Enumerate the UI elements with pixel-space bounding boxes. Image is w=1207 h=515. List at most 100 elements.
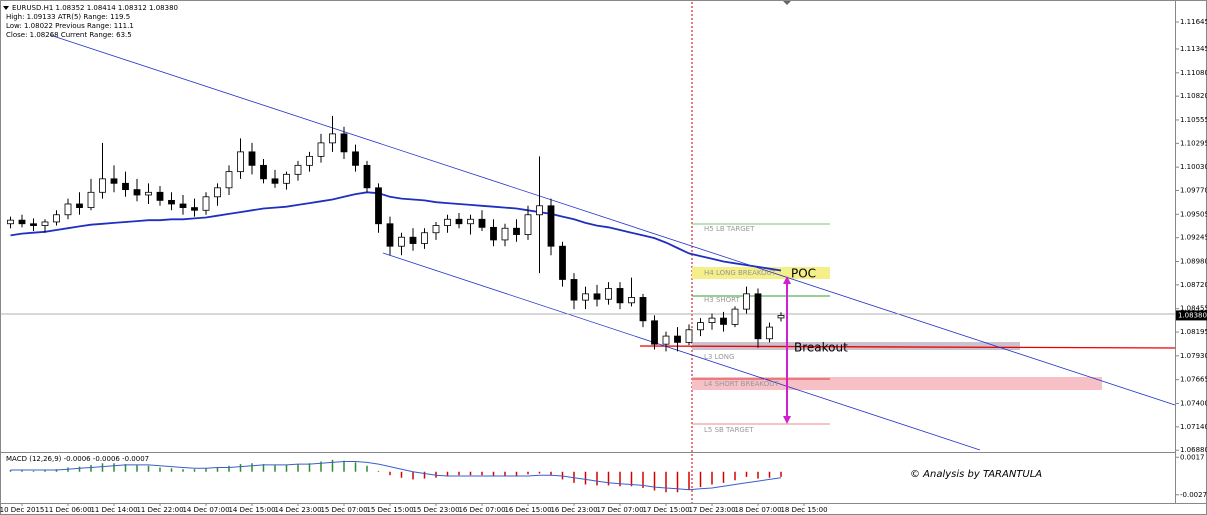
candle-body [559, 245, 566, 280]
level-label: H5 LB TARGET [704, 225, 755, 233]
candle-body [478, 218, 486, 228]
y-tick-label: 1.11345 [1180, 45, 1207, 53]
credit: © Analysis by TARANTULA [910, 469, 1042, 480]
candle-body [524, 214, 532, 235]
x-tick-label: 15 Dec 07:00 [320, 506, 367, 514]
x-tick-label: 18 Dec 07:00 [734, 506, 781, 514]
poc-label: POC [791, 267, 816, 281]
y-tick-label: 1.11645 [1180, 18, 1207, 26]
candle-body [363, 164, 371, 189]
y-tick-label: 1.07930 [1180, 352, 1207, 360]
x-tick-label: 14 Dec 07:00 [182, 506, 229, 514]
x-tick-label: 14 Dec 23:00 [274, 506, 321, 514]
candle-body [628, 297, 635, 304]
x-tick-label: 16 Dec 23:00 [550, 506, 597, 514]
candle-body [87, 191, 95, 208]
candle-body [720, 317, 727, 325]
x-tick-label: 17 Dec 15:00 [642, 506, 689, 514]
candle-body [685, 329, 693, 343]
candle-body [30, 223, 37, 226]
candle-body [455, 218, 463, 225]
info-line: EURUSD.H1 1.08352 1.08414 1.08312 1.0838… [12, 4, 178, 12]
candle-body [41, 221, 49, 226]
candle-body [133, 189, 141, 196]
candle-body [766, 326, 773, 340]
candle-body [283, 173, 290, 184]
candle-body [191, 207, 198, 211]
candle-body [582, 293, 589, 301]
y-tick-label: 1.08720 [1180, 281, 1207, 289]
l3-band [692, 342, 1020, 350]
candle-body [64, 203, 72, 216]
candle-body [605, 288, 612, 300]
candle-body [340, 133, 348, 153]
candle-body [409, 236, 417, 244]
y-tick-label: 1.09245 [1180, 234, 1207, 242]
x-tick-label: 17 Dec 07:00 [596, 506, 643, 514]
info-line: Close: 1.08268 Current Range: 63.5 [6, 31, 132, 39]
macd-tick-label: 0.0017 [1180, 453, 1205, 461]
candle-body [501, 227, 509, 241]
x-tick-label: 11 Dec 06:00 [44, 506, 91, 514]
info-line: High: 1.09133 ATR(5) Range: 119.5 [6, 13, 130, 21]
candle-body [99, 178, 106, 193]
candle-body [444, 218, 451, 226]
x-tick-label: 15 Dec 15:00 [366, 506, 413, 514]
channel-upper [49, 34, 1176, 406]
x-tick-label: 15 Dec 23:00 [412, 506, 459, 514]
candle-body [375, 187, 382, 225]
annotations: H5 LB TARGET H4 LONG BREAKOUT H3 SHORT L… [0, 1, 1176, 503]
breakout-label: Breakout [794, 341, 848, 355]
candle-body [156, 191, 164, 201]
candle-body [202, 196, 210, 211]
macd-signal [10, 461, 782, 491]
candle-body [593, 293, 601, 300]
y-tick-label: 1.08980 [1180, 257, 1207, 265]
candle-body [248, 151, 256, 166]
candle-body [168, 199, 175, 205]
x-tick-label: 16 Dec 15:00 [504, 506, 551, 514]
candle-body [179, 203, 187, 208]
candle-body [616, 288, 624, 304]
macd-tick-label: -0.0027 [1180, 491, 1207, 499]
candle-body [651, 320, 658, 345]
macd-label: MACD (12,26,9) -0.0006 -0.0006 -0.0007 [6, 455, 149, 463]
current-price-label: 1.08380 [1178, 311, 1207, 319]
candle-body [18, 219, 26, 225]
candle-body [639, 297, 647, 322]
candle-body [294, 164, 302, 175]
candle-body [271, 178, 279, 184]
candle-body [467, 218, 474, 225]
level-label: H3 SHORT [704, 296, 741, 304]
candle-body [352, 151, 359, 166]
y-tick-label: 1.10555 [1180, 116, 1207, 124]
y-tick-label: 1.07665 [1180, 376, 1207, 384]
shift-marker [783, 1, 791, 5]
y-tick-label: 1.06880 [1180, 446, 1207, 454]
moving-average [10, 191, 782, 272]
candle-body [53, 214, 60, 223]
level-label: H4 LONG BREAKOUT [704, 269, 777, 277]
x-tick-label: 14 Dec 15:00 [228, 506, 275, 514]
info-line: Low: 1.08022 Previous Range: 111.1 [6, 22, 134, 30]
candle-body [547, 205, 555, 247]
candle-body [708, 317, 716, 324]
y-tick-label: 1.07400 [1180, 399, 1207, 407]
candle-body [662, 335, 670, 345]
x-tick-label: 11 Dec 22:00 [136, 506, 183, 514]
level-label: L5 SB TARGET [704, 426, 754, 434]
candle-body [731, 308, 739, 325]
candle-body [110, 178, 118, 184]
candle-body [317, 142, 325, 157]
candle-body [225, 171, 233, 189]
x-tick-label: 10 Dec 2015 [0, 506, 44, 514]
current-price-box [1176, 310, 1207, 321]
l4-band [692, 377, 1102, 390]
overlay: POC Breakout © Analysis by TARANTULA EUR… [0, 0, 1207, 504]
candle-body [306, 155, 313, 166]
h4-band [692, 267, 830, 279]
candle-body [386, 223, 394, 247]
